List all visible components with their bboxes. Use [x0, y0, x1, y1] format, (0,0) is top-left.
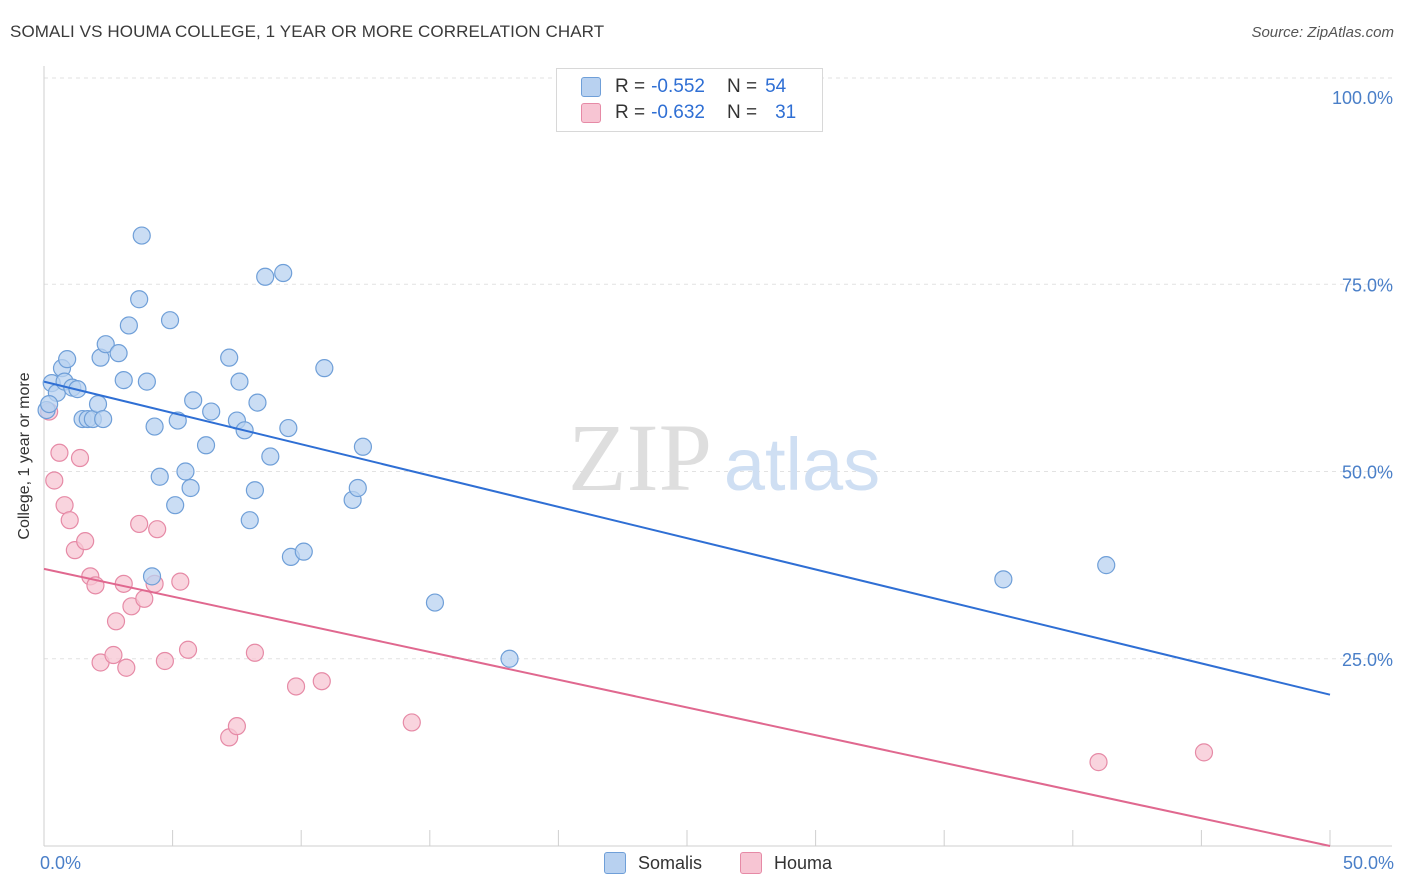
houma-legend-swatch — [740, 852, 762, 874]
somalis-point-52 — [1097, 556, 1116, 575]
somalis-n-value: 54 — [765, 76, 787, 97]
x-tick-label-max: 50.0% — [1343, 853, 1394, 873]
y-tick-label-75: 75.0% — [1342, 275, 1393, 295]
somalis-point-23 — [160, 311, 180, 330]
somalis-point-31 — [220, 348, 239, 367]
houma-point-21 — [171, 572, 190, 591]
watermark-zip: ZIP — [568, 404, 712, 511]
somalis-legend-label: Somalis — [638, 852, 703, 873]
houma-point-7 — [76, 532, 95, 551]
somalis-point-36 — [245, 481, 265, 500]
legend-item-somalis[interactable]: Somalis — [604, 852, 702, 874]
somalis-trend-line — [43, 380, 1331, 696]
correlation-legend: R = -0.552 N = 54 R = -0.632 N = 31 — [556, 68, 823, 132]
somalis-point-26 — [176, 462, 195, 481]
somalis-point-27 — [181, 478, 200, 498]
houma-point-16 — [130, 514, 149, 534]
somalis-point-37 — [248, 393, 267, 412]
somalis-point-48 — [142, 567, 162, 586]
houma-point-22 — [178, 640, 198, 659]
houma-point-26 — [286, 677, 306, 696]
houma-point-6 — [70, 448, 90, 468]
somalis-point-46 — [348, 478, 367, 498]
houma-swatch — [581, 103, 601, 123]
somalis-point-40 — [274, 263, 293, 283]
houma-point-19 — [148, 520, 167, 539]
somalis-point-30 — [202, 402, 221, 421]
chart-title: SOMALI VS HOUMA COLLEGE, 1 YEAR OR MORE … — [10, 22, 605, 41]
somalis-point-28 — [184, 391, 203, 410]
somalis-point-18 — [130, 290, 149, 309]
y-tick-labels: 25.0% 50.0% 75.0% 100.0% — [1332, 88, 1393, 670]
houma-point-1 — [45, 471, 64, 490]
watermark: ZIP atlas — [568, 404, 880, 511]
legend-row-houma: R = -0.632 N = 31 — [581, 101, 796, 125]
somalis-r-value: -0.552 — [651, 76, 705, 97]
gridlines — [44, 77, 1392, 660]
axes — [43, 66, 1392, 847]
houma-point-30 — [1194, 743, 1214, 762]
somalis-point-25 — [168, 411, 187, 430]
somalis-point-5 — [58, 350, 77, 369]
houma-trend-line — [43, 567, 1331, 847]
somalis-r-label: R = — [615, 76, 646, 97]
houma-point-4 — [60, 511, 79, 530]
legend-item-houma[interactable]: Houma — [740, 852, 832, 874]
somalis-swatch — [581, 77, 601, 97]
houma-point-12 — [106, 612, 126, 631]
houma-point-25 — [245, 643, 265, 662]
somalis-point-47 — [353, 437, 373, 456]
x-tick-label-min: 0.0% — [40, 853, 81, 873]
somalis-point-51 — [994, 570, 1013, 589]
somalis-point-17 — [119, 316, 138, 335]
houma-n-value: 31 — [775, 102, 797, 123]
somalis-n-label: N = — [726, 76, 758, 97]
somalis-point-33 — [230, 372, 249, 391]
somalis-point-15 — [109, 344, 128, 363]
somalis-point-35 — [240, 511, 259, 530]
somalis-point-20 — [137, 372, 156, 391]
legend-row-somalis: R = -0.552 N = 54 — [581, 75, 786, 99]
somalis-point-38 — [256, 267, 275, 286]
somalis-point-22 — [150, 467, 169, 486]
houma-point-17 — [135, 589, 154, 608]
houma-point-28 — [402, 713, 421, 732]
watermark-atlas: atlas — [724, 423, 880, 506]
houma-point-27 — [312, 672, 331, 691]
houma-point-14 — [117, 658, 136, 677]
somalis-point-49 — [425, 593, 445, 612]
somalis-point-43 — [294, 542, 313, 561]
houma-point-20 — [155, 651, 174, 671]
somalis-point-39 — [261, 447, 280, 466]
houma-point-2 — [50, 443, 69, 462]
houma-r-value: -0.632 — [651, 102, 705, 123]
houma-point-11 — [104, 645, 123, 665]
somalis-point-14 — [96, 335, 115, 354]
y-tick-label-100: 100.0% — [1332, 88, 1393, 108]
somalis-point-50 — [500, 649, 519, 668]
houma-r-label: R = — [615, 102, 646, 123]
somalis-point-41 — [279, 418, 298, 438]
source-label: Source: ZipAtlas.com — [1251, 24, 1394, 41]
y-tick-label-25: 25.0% — [1342, 650, 1393, 670]
somalis-point-44 — [315, 359, 334, 378]
houma-point-29 — [1089, 753, 1108, 772]
somalis-point-53 — [40, 394, 59, 414]
somalis-point-24 — [166, 496, 185, 515]
somalis-point-19 — [132, 226, 151, 245]
somalis-point-21 — [145, 417, 164, 436]
series-legend: Somalis Houma — [0, 852, 1406, 878]
y-tick-label-50: 50.0% — [1342, 463, 1393, 483]
somalis-point-29 — [196, 436, 216, 455]
houma-legend-label: Houma — [774, 852, 833, 873]
x-tick-labels: 0.0% 50.0% — [40, 853, 1394, 873]
houma-n-label: N = — [726, 102, 758, 123]
somalis-point-16 — [114, 371, 133, 390]
somalis-point-12 — [94, 409, 113, 429]
houma-point-24 — [227, 717, 246, 736]
trend-lines — [43, 380, 1331, 847]
somalis-legend-swatch — [604, 852, 626, 874]
